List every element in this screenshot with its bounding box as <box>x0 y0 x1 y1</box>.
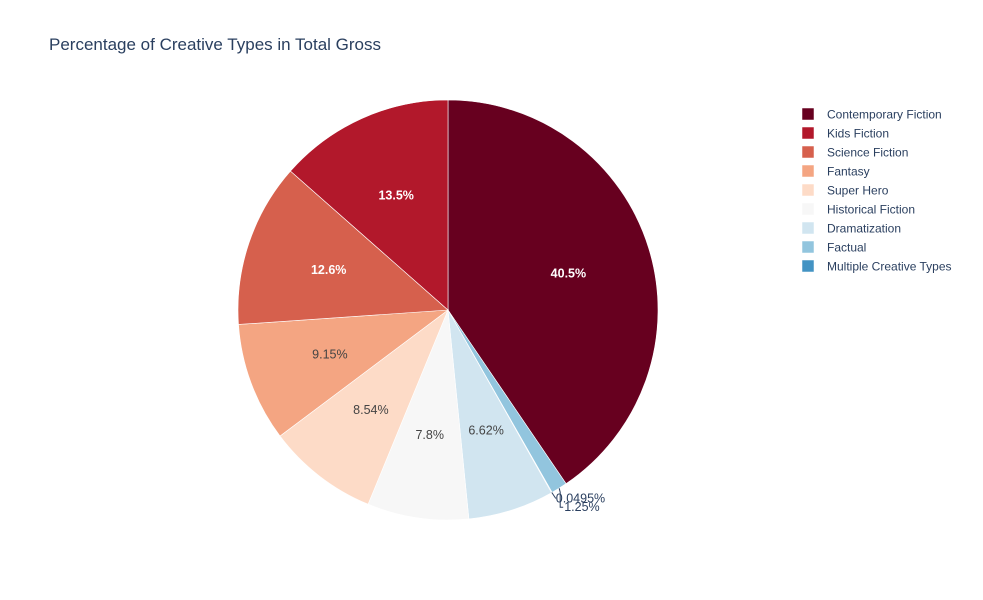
legend-label: Super Hero <box>827 184 889 198</box>
legend-item-fantasy[interactable]: Fantasy <box>801 164 870 179</box>
legend-swatch <box>801 126 815 140</box>
legend-item-multiple-creative-types[interactable]: Multiple Creative Types <box>801 259 952 274</box>
legend: Contemporary Fiction Kids Fiction Science … <box>801 107 952 274</box>
legend-swatch <box>801 240 815 254</box>
legend-label: Factual <box>827 241 866 255</box>
legend-swatch <box>801 259 815 273</box>
legend-item-super-hero[interactable]: Super Hero <box>801 183 889 198</box>
legend-swatch <box>801 145 815 159</box>
legend-label: Historical Fiction <box>827 203 915 217</box>
slice-super-hero[interactable] <box>279 309 449 505</box>
slice-historical-fiction[interactable] <box>367 309 470 521</box>
legend-label: Fantasy <box>827 165 870 179</box>
legend-item-dramatization[interactable]: Dramatization <box>801 221 901 236</box>
legend-label: Dramatization <box>827 222 901 236</box>
slice-label-multiple-creative-types: 0.0495% <box>556 492 605 506</box>
slice-label-factual: 1.25% <box>564 500 599 514</box>
legend-label: Science Fiction <box>827 146 908 160</box>
legend-swatch <box>801 164 815 178</box>
legend-label: Kids Fiction <box>827 127 889 141</box>
legend-label: Multiple Creative Types <box>827 260 952 274</box>
legend-item-contemporary-fiction[interactable]: Contemporary Fiction <box>801 107 942 122</box>
slice-contemporary-fiction[interactable] <box>447 99 659 485</box>
leader-line-factual <box>558 488 564 508</box>
chart-title: Percentage of Creative Types in Total Gr… <box>49 35 381 54</box>
legend-item-kids-fiction[interactable]: Kids Fiction <box>801 126 889 141</box>
slice-label-fantasy: 9.15% <box>312 348 347 362</box>
slice-label-super-hero: 8.54% <box>353 403 388 417</box>
legend-item-factual[interactable]: Factual <box>801 240 866 255</box>
leader-line-multiple-creative-types <box>551 492 557 499</box>
slice-label-contemporary-fiction: 40.5% <box>551 266 586 280</box>
legend-label: Contemporary Fiction <box>827 108 942 122</box>
pie-labels: 40.5% 1.25%0.0495% 6.62% 7.8% 8.54% 9.15% 12.6… <box>311 189 605 515</box>
slice-fantasy[interactable] <box>238 309 449 437</box>
pie-slices <box>237 99 659 521</box>
slice-label-kids-fiction: 13.5% <box>378 189 413 203</box>
slice-label-dramatization: 6.62% <box>468 424 503 438</box>
slice-kids-fiction[interactable] <box>290 99 449 311</box>
legend-swatch <box>801 183 815 197</box>
slice-label-historical-fiction: 7.8% <box>415 428 444 442</box>
legend-item-historical-fiction[interactable]: Historical Fiction <box>801 202 915 217</box>
legend-swatch <box>801 107 815 121</box>
slice-label-science-fiction: 12.6% <box>311 263 346 277</box>
legend-item-science-fiction[interactable]: Science Fiction <box>801 145 908 160</box>
legend-swatch <box>801 202 815 216</box>
legend-swatch <box>801 221 815 235</box>
slice-science-fiction[interactable] <box>237 170 449 325</box>
